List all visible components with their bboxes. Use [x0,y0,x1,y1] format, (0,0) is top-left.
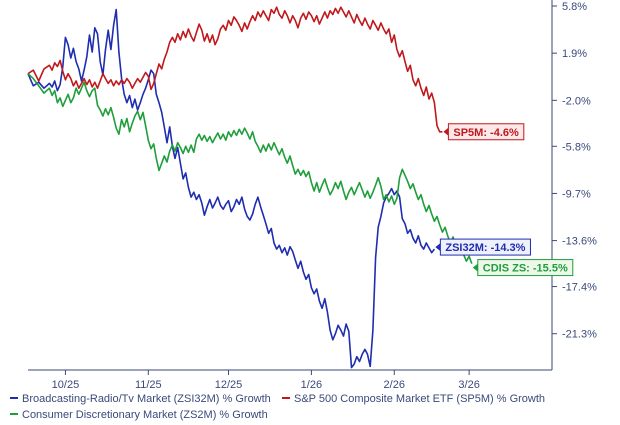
x-tick-label: 2/26 [384,379,405,391]
series-line-zsi32m [27,8,436,369]
end-label-pointer [443,127,449,136]
end-label-text: SP5M: -4.6% [453,127,519,139]
y-tick-label: -21.3% [562,329,597,341]
x-tick-label: 3/26 [458,379,479,391]
legend-label: Consumer Discretionary Market (ZS2M) % G… [22,409,268,421]
end-label-text: ZSI32M: -14.3% [445,242,525,254]
legend-item-zs2m: Consumer Discretionary Market (ZS2M) % G… [10,409,268,421]
legend-label: S&P 500 Composite Market ETF (SP5M) % Gr… [294,393,545,405]
y-tick-label: -2.0% [562,95,591,107]
y-tick-label: -17.4% [562,282,597,294]
y-tick-label: -13.6% [562,236,597,248]
end-label-pointer [435,243,441,252]
series-line-sp5m [27,6,443,133]
end-label-zs2m: CDIS ZS: -15.5% [472,259,574,277]
legend-item-zsi32m: Broadcasting-Radio/Tv Market (ZSI32M) % … [10,393,271,405]
legend-item-sp5m: S&P 500 Composite Market ETF (SP5M) % Gr… [282,393,545,405]
x-tick-label: 1/26 [301,379,322,391]
x-tick-label: 12/25 [215,379,243,391]
x-tick-label: 11/25 [135,379,162,391]
y-tick-label: -9.7% [562,188,591,200]
end-label-sp5m: SP5M: -4.6% [443,123,525,141]
axis-layer: 5.8% 1.9% -2.0% -5.8% -9.7% -13.6% -17.4% -21.3… [28,0,597,391]
series-line-zs2m [27,73,473,264]
legend-label: Broadcasting-Radio/Tv Market (ZSI32M) % … [22,393,271,405]
end-label-zsi32m: ZSI32M: -14.3% [435,238,531,256]
legend: Broadcasting-Radio/Tv Market (ZSI32M) % … [10,393,545,421]
y-tick-label: -5.8% [562,141,591,153]
y-tick-label: 1.9% [562,48,587,60]
end-label-text: CDIS ZS: -15.5% [483,263,568,275]
series-layer [27,6,473,369]
y-tick-label: 5.8% [562,1,587,13]
end-label-pointer [472,263,478,272]
x-tick-label: 10/25 [52,379,80,391]
end-label-layer: ZSI32M: -14.3% SP5M: -4.6% CDIS ZS: -15.5% [435,123,574,277]
